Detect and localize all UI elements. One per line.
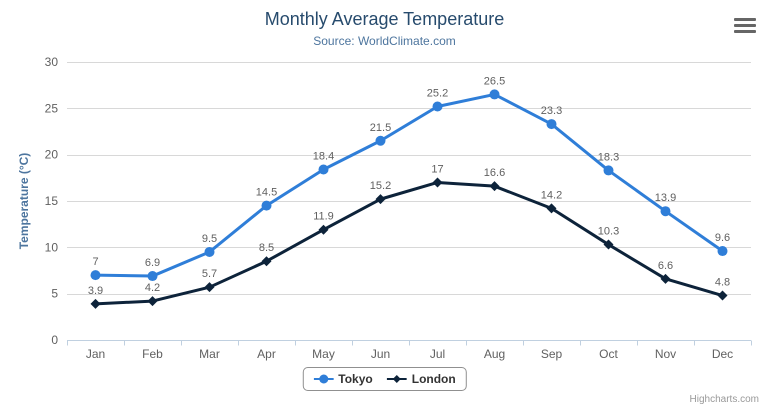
data-label: 13.9 bbox=[655, 192, 676, 204]
data-point-tokyo[interactable] bbox=[489, 89, 500, 100]
data-point-tokyo[interactable] bbox=[432, 101, 443, 112]
data-label: 23.3 bbox=[541, 105, 562, 117]
chart-context-menu-button[interactable] bbox=[734, 17, 758, 34]
data-point-london[interactable] bbox=[546, 203, 557, 214]
data-label: 4.2 bbox=[145, 282, 160, 294]
data-label: 8.5 bbox=[259, 242, 274, 254]
data-point-london[interactable] bbox=[432, 177, 443, 188]
data-point-london[interactable] bbox=[489, 181, 500, 192]
data-label: 7 bbox=[92, 256, 98, 268]
hamburger-icon bbox=[734, 18, 758, 33]
legend-label: Tokyo bbox=[338, 372, 373, 386]
data-point-london[interactable] bbox=[147, 296, 158, 307]
data-point-tokyo[interactable] bbox=[204, 246, 215, 257]
data-label: 21.5 bbox=[370, 122, 391, 134]
data-point-london[interactable] bbox=[318, 224, 329, 235]
data-label: 5.7 bbox=[202, 268, 217, 280]
legend-marker-diamond-icon bbox=[386, 375, 407, 383]
x-axis-label: Jan bbox=[86, 347, 105, 361]
data-point-london[interactable] bbox=[90, 298, 101, 309]
data-point-london[interactable] bbox=[375, 194, 386, 205]
data-point-london[interactable] bbox=[603, 239, 614, 250]
legend-marker-circle-icon bbox=[313, 374, 334, 384]
y-axis-label: 15 bbox=[45, 194, 59, 208]
y-axis-label: 25 bbox=[45, 101, 59, 115]
data-label: 10.3 bbox=[598, 226, 619, 238]
x-axis-label: Feb bbox=[142, 347, 163, 361]
data-point-tokyo[interactable] bbox=[546, 119, 557, 130]
chart-subtitle: Source: WorldClimate.com bbox=[313, 34, 456, 48]
x-axis-label: Mar bbox=[199, 347, 220, 361]
x-axis-label: Sep bbox=[541, 347, 563, 361]
data-label: 26.5 bbox=[484, 75, 505, 87]
x-axis-label: Oct bbox=[599, 347, 618, 361]
y-axis-label: 20 bbox=[45, 148, 59, 162]
legend-item-tokyo[interactable]: Tokyo bbox=[313, 372, 373, 386]
data-point-london[interactable] bbox=[660, 273, 671, 284]
series-line-tokyo[interactable] bbox=[94, 92, 724, 278]
data-point-tokyo[interactable] bbox=[717, 246, 728, 257]
data-label: 15.2 bbox=[370, 180, 391, 192]
series-line-london[interactable] bbox=[94, 180, 724, 306]
credits-link[interactable]: Highcharts.com bbox=[689, 394, 759, 405]
y-axis-label: 0 bbox=[51, 333, 58, 347]
data-label: 25.2 bbox=[427, 87, 448, 99]
data-point-london[interactable] bbox=[261, 256, 272, 267]
data-point-tokyo[interactable] bbox=[147, 271, 158, 282]
data-label: 6.9 bbox=[145, 257, 160, 269]
data-label: 14.5 bbox=[256, 187, 277, 199]
x-axis-label: Apr bbox=[257, 347, 276, 361]
data-label: 3.9 bbox=[88, 285, 103, 297]
data-point-tokyo[interactable] bbox=[660, 206, 671, 217]
x-axis-label: Nov bbox=[655, 347, 676, 361]
data-label: 18.3 bbox=[598, 151, 619, 163]
data-label: 14.2 bbox=[541, 189, 562, 201]
data-label: 6.6 bbox=[658, 260, 673, 272]
data-label: 18.4 bbox=[313, 150, 334, 162]
data-point-london[interactable] bbox=[204, 282, 215, 293]
data-label: 17 bbox=[431, 163, 443, 175]
data-label: 4.8 bbox=[715, 277, 730, 289]
x-axis-label: Jun bbox=[371, 347, 390, 361]
x-axis-label: Aug bbox=[484, 347, 505, 361]
y-axis-label: 30 bbox=[45, 55, 59, 69]
data-point-london[interactable] bbox=[717, 290, 728, 301]
x-axis-label: Dec bbox=[712, 347, 733, 361]
data-label: 9.5 bbox=[202, 233, 217, 245]
legend-label: London bbox=[411, 372, 456, 386]
x-axis-label: May bbox=[312, 347, 335, 361]
data-label: 16.6 bbox=[484, 167, 505, 179]
data-label: 11.9 bbox=[313, 211, 334, 223]
x-axis-label: Jul bbox=[430, 347, 445, 361]
data-point-tokyo[interactable] bbox=[603, 165, 614, 176]
data-point-tokyo[interactable] bbox=[90, 270, 101, 281]
data-point-tokyo[interactable] bbox=[261, 200, 272, 211]
chart-title: Monthly Average Temperature bbox=[264, 9, 505, 29]
legend-item-london[interactable]: London bbox=[386, 372, 456, 386]
legend: Tokyo London bbox=[302, 367, 467, 391]
data-point-tokyo[interactable] bbox=[318, 164, 329, 175]
data-point-tokyo[interactable] bbox=[375, 135, 386, 146]
y-axis-label: 10 bbox=[45, 240, 59, 254]
data-label: 9.6 bbox=[715, 232, 730, 244]
y-axis-label: 5 bbox=[51, 287, 58, 301]
